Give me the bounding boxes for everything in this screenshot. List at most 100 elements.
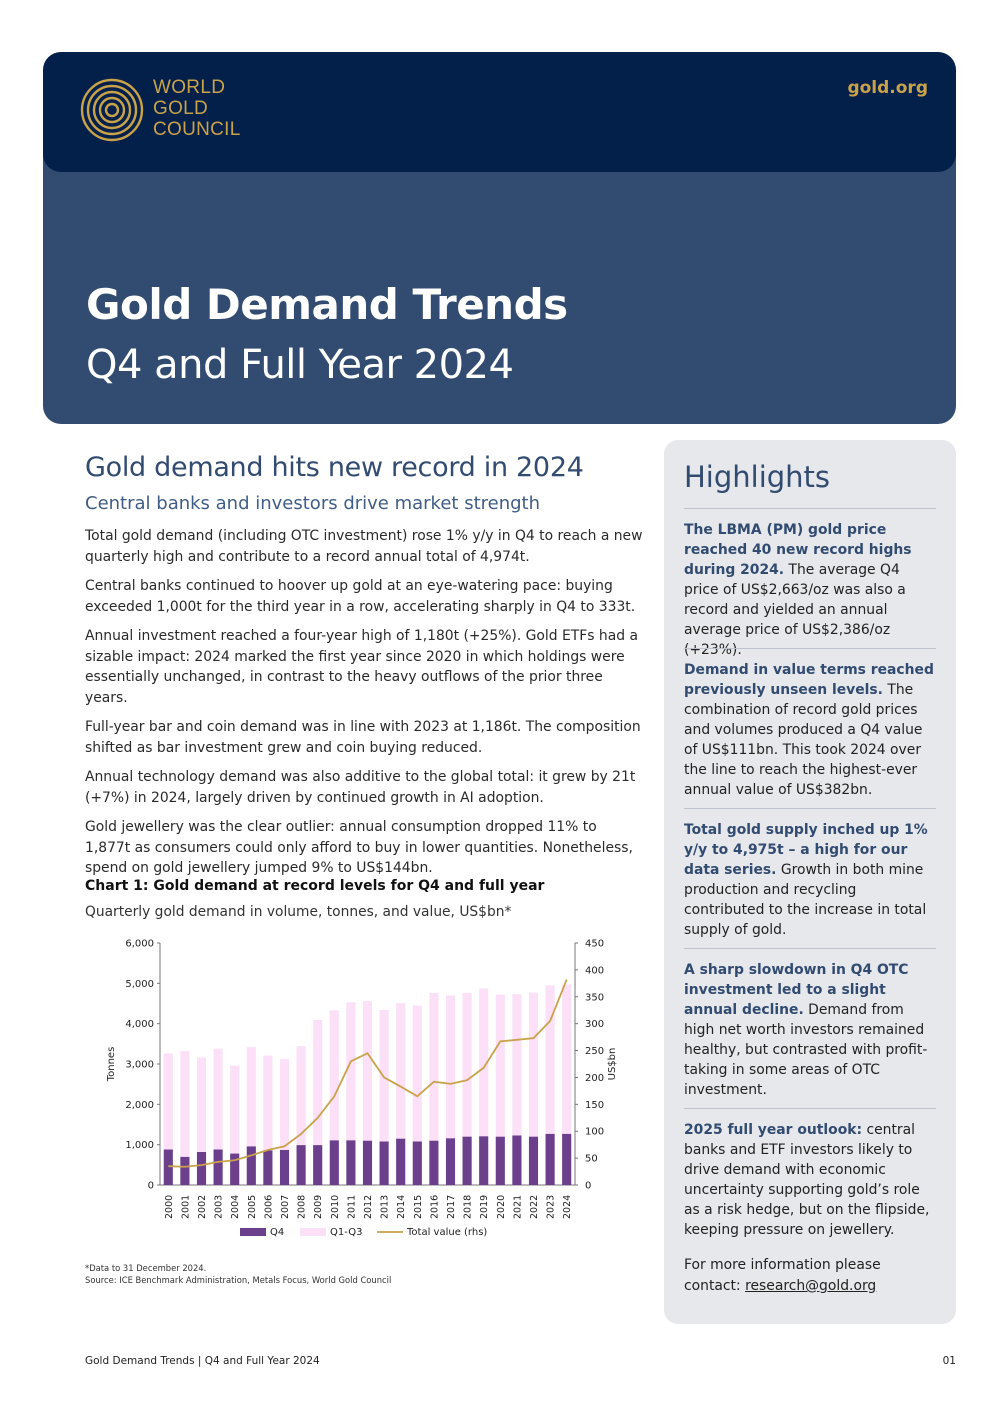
highlight-text: The average Q4 price of US$2,663/oz was … (684, 562, 906, 658)
x-tick-label: 2002 (197, 1195, 208, 1219)
report-title: Gold Demand Trends (86, 280, 568, 329)
y-tick-label-right: 300 (585, 1019, 604, 1030)
bar-q4 (346, 1140, 356, 1185)
bar-q4 (512, 1135, 522, 1185)
bar-q4 (479, 1136, 489, 1185)
bar-q1-q3 (379, 1009, 389, 1142)
divider (684, 508, 936, 509)
body-paragraph: Annual technology demand was also additi… (85, 769, 636, 806)
gold-demand-chart: 0 1,000 2,000 3,000 4,000 5,000 6,000 0 50 100 150… (106, 939, 618, 1239)
report-subtitle: Q4 and Full Year 2024 (86, 342, 514, 388)
bar-q1-q3 (196, 1057, 207, 1152)
bar-q4 (163, 1149, 173, 1185)
bar-q4 (528, 1136, 539, 1185)
bar-q4 (429, 1140, 439, 1185)
x-tick-label: 2009 (313, 1195, 324, 1219)
highlight-item: The LBMA (PM) gold price reached 40 new … (684, 520, 936, 660)
highlights-panel: Highlights The LBMA (PM) gold price reac… (664, 440, 956, 1324)
x-tick-label: 2008 (297, 1195, 308, 1219)
x-tick-label: 2003 (214, 1195, 225, 1219)
bar-q1-q3 (329, 1010, 339, 1141)
x-tick-label: 2015 (413, 1195, 424, 1219)
header-top-bar: WORLD GOLD COUNCIL gold.org (43, 52, 956, 172)
x-tick-label: 2017 (446, 1195, 457, 1219)
y-axis-title-right: US$bn (607, 1048, 618, 1081)
divider (684, 948, 936, 949)
highlight-text: The combination of record gold prices an… (684, 682, 923, 798)
bar-q4 (545, 1133, 555, 1185)
bar-q1-q3 (362, 1001, 373, 1141)
bar-q4 (246, 1146, 256, 1185)
bar-q4 (379, 1141, 389, 1185)
highlight-lead: Total gold supply inched up 1% y/y to 4,… (684, 822, 928, 878)
highlights-heading: Highlights (684, 460, 831, 494)
y-tick-label-right: 350 (585, 992, 604, 1003)
highlight-text: Growth in both mine production and recyc… (684, 862, 927, 938)
divider (684, 1108, 936, 1109)
x-tick-label: 2011 (346, 1195, 357, 1219)
bar-q4 (562, 1133, 572, 1185)
x-tick-label: 2019 (479, 1195, 490, 1219)
bar-q4 (495, 1136, 505, 1185)
site-link[interactable]: gold.org (847, 78, 928, 98)
page-number: 01 (942, 1355, 956, 1367)
legend-label-q4: Q4 (270, 1227, 284, 1238)
bar-q4 (412, 1141, 422, 1185)
bar-q1-q3 (462, 993, 472, 1137)
x-tick-label: 2021 (512, 1195, 523, 1219)
highlight-item: A sharp slowdown in Q4 OTC investment le… (684, 960, 936, 1100)
y-tick-label-left: 5,000 (125, 979, 154, 990)
bar-q1-q3 (230, 1065, 240, 1154)
bar-q4 (196, 1151, 207, 1185)
bar-q1-q3 (445, 995, 456, 1139)
world-gold-council-logo[interactable]: WORLD GOLD COUNCIL (79, 77, 269, 143)
y-tick-label-right: 150 (585, 1100, 604, 1111)
body-paragraph: Full-year bar and coin demand was in lin… (85, 719, 641, 756)
x-tick-label: 2020 (496, 1195, 507, 1219)
y-tick-label-right: 450 (585, 939, 604, 950)
y-axis-title-left: Tonnes (106, 1047, 117, 1083)
contact-info: For more information please contact: res… (684, 1255, 936, 1297)
logo-line-1: WORLD (153, 77, 226, 98)
contact-text: For more information please contact: (684, 1257, 881, 1294)
highlight-item: Total gold supply inched up 1% y/y to 4,… (684, 820, 936, 940)
logo-wordmark: WORLD GOLD COUNCIL (153, 77, 241, 140)
bar-q4 (230, 1153, 240, 1185)
bar-q1-q3 (213, 1048, 223, 1150)
chart-source: Source: ICE Benchmark Administration, Me… (85, 1275, 392, 1285)
bar-q1-q3 (246, 1047, 256, 1147)
bar-q1-q3 (279, 1059, 290, 1150)
chart-title: Chart 1: Gold demand at record levels fo… (85, 878, 545, 894)
x-tick-label: 2005 (247, 1195, 258, 1219)
bar-q1-q3 (429, 993, 439, 1141)
highlight-lead: 2025 full year outlook: (684, 1122, 863, 1138)
bar-q1-q3 (263, 1055, 273, 1151)
y-tick-label-right: 50 (585, 1154, 598, 1165)
bar-q4 (279, 1149, 290, 1185)
legend-swatch-q1-q3 (300, 1228, 326, 1236)
highlight-lead: A sharp slowdown in Q4 OTC investment le… (684, 962, 909, 1018)
bar-q4 (396, 1138, 406, 1185)
x-tick-label: 2018 (463, 1195, 474, 1219)
legend-label-total-value: Total value (rhs) (406, 1227, 487, 1238)
bar-q4 (296, 1145, 306, 1185)
y-tick-label-right: 0 (585, 1181, 591, 1192)
bar-q1-q3 (528, 992, 539, 1137)
bar-q1-q3 (296, 1046, 306, 1146)
bar-q1-q3 (545, 985, 555, 1134)
legend-label-q1-q3: Q1-Q3 (330, 1227, 362, 1238)
bar-q1-q3 (163, 1053, 173, 1150)
divider (684, 648, 936, 649)
y-tick-label-left: 2,000 (125, 1100, 154, 1111)
bar-q4 (263, 1150, 273, 1185)
section-subheading: Central banks and investors drive market… (85, 493, 541, 514)
contact-email-link[interactable]: research@gold.org (745, 1278, 877, 1294)
bar-q4 (445, 1138, 456, 1185)
bar-q1-q3 (479, 988, 489, 1137)
highlight-text: Demand from high net worth investors rem… (684, 1002, 928, 1098)
logo-line-3: COUNCIL (153, 119, 241, 140)
bar-q4 (329, 1140, 339, 1185)
x-tick-label: 2006 (263, 1195, 274, 1219)
logo-line-2: GOLD (153, 98, 209, 119)
bar-q4 (180, 1156, 190, 1185)
